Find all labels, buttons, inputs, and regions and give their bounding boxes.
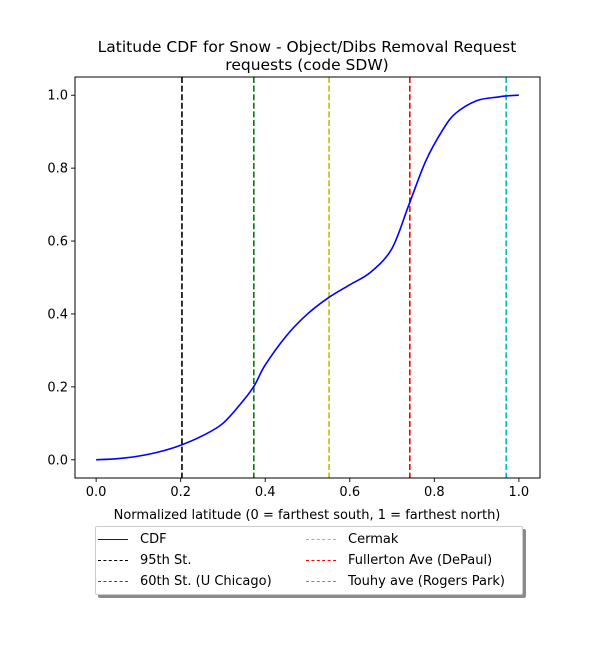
y-tick-label: 0.6 [47, 235, 68, 250]
x-tick-label: 0.4 [255, 485, 276, 500]
legend-label: Cermak [348, 531, 399, 547]
x-tick-label: 1.0 [509, 485, 530, 500]
chart-subtitle: requests (code SDW) [225, 56, 388, 74]
legend-label: Touhy ave (Rogers Park) [348, 573, 505, 589]
legend-swatch [98, 580, 128, 582]
x-tick-label: 0.0 [86, 485, 107, 500]
plot-frame [74, 76, 541, 479]
x-tick-label: 0.8 [424, 485, 445, 500]
legend-swatch [98, 538, 128, 540]
y-tick-label: 0.8 [47, 162, 68, 177]
legend-item: CDF [98, 529, 167, 549]
y-tick-label: 0.4 [47, 307, 68, 322]
legend: CDF 95th St. 60th St. (U Chicago) Cermak Ful… [95, 526, 523, 595]
y-tick-label: 0.2 [47, 380, 68, 395]
legend-item: Cermak [306, 529, 398, 549]
y-tick-label: 1.0 [47, 89, 68, 104]
plot-area [75, 77, 540, 478]
legend-item: Fullerton Ave (DePaul) [306, 550, 492, 570]
legend-label: 60th St. (U Chicago) [140, 573, 272, 589]
legend-swatch [306, 559, 336, 561]
legend-swatch [306, 538, 336, 540]
legend-label: CDF [140, 531, 167, 547]
legend-swatch [98, 559, 128, 561]
x-axis-label: Normalized latitude (0 = farthest south,… [114, 508, 501, 523]
legend-swatch [306, 580, 336, 582]
legend-label: 95th St. [140, 552, 192, 568]
chart-title: Latitude CDF for Snow - Object/Dibs Remo… [98, 38, 517, 56]
x-tick-label: 0.6 [339, 485, 360, 500]
legend-item: Touhy ave (Rogers Park) [306, 571, 505, 591]
legend-item: 60th St. (U Chicago) [98, 571, 272, 591]
series-line-0 [96, 94, 519, 461]
legend-item: 95th St. [98, 550, 192, 570]
legend-label: Fullerton Ave (DePaul) [348, 552, 493, 568]
x-tick-label: 0.2 [170, 485, 191, 500]
y-tick-label: 0.0 [47, 453, 68, 468]
